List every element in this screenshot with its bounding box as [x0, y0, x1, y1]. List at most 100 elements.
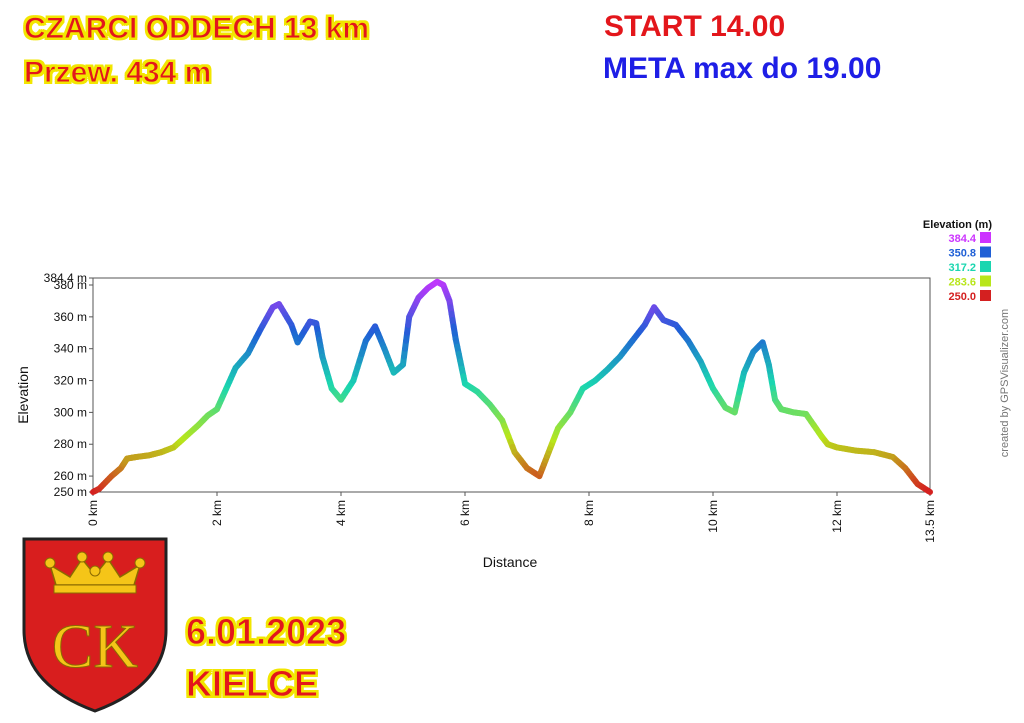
start-time: START 14.00	[604, 10, 786, 43]
profile-point	[401, 363, 405, 367]
profile-point	[804, 412, 808, 416]
profile-point	[488, 402, 492, 406]
profile-point	[463, 382, 467, 386]
profile-point	[196, 423, 200, 427]
profile-point	[761, 340, 765, 344]
y-axis-label: Elevation	[15, 366, 31, 424]
profile-point	[475, 390, 479, 394]
y-tick-label: 360 m	[54, 310, 87, 324]
profile-point	[454, 337, 458, 341]
profile-point	[277, 302, 281, 306]
profile-point	[159, 450, 163, 454]
profile-point	[296, 340, 300, 344]
x-tick-label: 13.5 km	[923, 500, 937, 543]
profile-point	[382, 347, 386, 351]
profile-point	[172, 445, 176, 449]
legend-swatch	[980, 275, 991, 287]
profile-point	[392, 371, 396, 375]
profile-point	[513, 450, 517, 454]
profile-point	[630, 339, 634, 343]
profile-point	[835, 445, 839, 449]
profile-point	[184, 434, 188, 438]
y-tick-label: 280 m	[54, 437, 87, 451]
profile-point	[661, 318, 665, 322]
legend-label: 384.4	[948, 233, 976, 245]
profile-point	[351, 379, 355, 383]
profile-point	[699, 359, 703, 363]
profile-point	[314, 321, 318, 325]
profile-point	[751, 350, 755, 354]
profile-point	[271, 305, 275, 309]
profile-point	[606, 367, 610, 371]
legend-label: 350.8	[948, 248, 976, 260]
profile-point	[723, 406, 727, 410]
profile-point	[854, 449, 858, 453]
x-tick-label: 12 km	[830, 500, 844, 533]
profile-point	[224, 387, 228, 391]
profile-point	[773, 398, 777, 402]
profile-point	[525, 466, 529, 470]
profile-point	[537, 474, 541, 478]
y-tick-label: 250 m	[54, 485, 87, 499]
plot-frame	[92, 277, 931, 493]
event-date: 6.01.2023	[185, 611, 347, 652]
chart-legend: Elevation (m) 384.4 350.8 317.2 283.6 250.0	[923, 219, 992, 303]
profile-point	[91, 490, 95, 494]
finish-deadline: META max do 19.00	[603, 52, 882, 85]
profile-point	[134, 455, 138, 459]
x-tick-label: 6 km	[458, 500, 472, 526]
x-tick-label: 8 km	[582, 500, 596, 526]
legend-label: 283.6	[948, 277, 976, 289]
profile-point	[330, 387, 334, 391]
profile-point	[547, 450, 551, 454]
chart-axes	[89, 277, 931, 496]
profile-point	[339, 398, 343, 402]
profile-point	[652, 305, 656, 309]
chart-tick-labels: 250 m 260 m 280 m 300 m 320 m 340 m 360 m 380 m…	[44, 271, 937, 543]
profile-point	[686, 339, 690, 343]
y-tick-label: 380 m	[54, 278, 87, 292]
profile-point	[246, 351, 250, 355]
kielce-coat-of-arms-icon: CK	[22, 537, 168, 713]
event-city: KIELCE	[185, 663, 319, 704]
profile-point	[792, 410, 796, 414]
x-tick-label: 4 km	[334, 500, 348, 526]
profile-point	[593, 379, 597, 383]
profile-point	[916, 482, 920, 486]
profile-point	[779, 407, 783, 411]
profile-point	[500, 418, 504, 422]
legend-swatch	[980, 290, 991, 301]
profile-point	[820, 434, 823, 438]
profile-point	[215, 407, 219, 411]
profile-point	[643, 323, 647, 327]
profile-point	[373, 324, 377, 328]
x-tick-label: 0 km	[86, 500, 100, 526]
profile-point	[289, 323, 293, 327]
legend-swatch	[980, 232, 991, 243]
profile-point	[364, 339, 368, 343]
y-tick-label: 260 m	[54, 469, 87, 483]
profile-point	[417, 296, 420, 300]
y-tick-label: 320 m	[54, 374, 87, 388]
event-title: CZARCI ODDECH 13 km	[23, 12, 370, 45]
profile-point	[119, 466, 123, 470]
profile-point	[320, 355, 324, 359]
profile-point	[206, 414, 210, 418]
profile-point	[97, 487, 101, 491]
profile-point	[435, 280, 439, 284]
profile-point	[618, 355, 622, 359]
profile-point	[711, 387, 715, 391]
svg-text:CK: CK	[52, 613, 138, 681]
legend-title: Elevation (m)	[923, 219, 992, 231]
profile-point	[872, 450, 876, 454]
profile-point	[407, 315, 411, 319]
x-axis-label: Distance	[483, 554, 538, 570]
profile-point	[308, 320, 312, 324]
profile-point	[568, 410, 572, 414]
profile-point	[903, 466, 907, 470]
y-tick-label: 340 m	[54, 342, 87, 356]
profile-point	[258, 328, 262, 332]
profile-point	[147, 453, 151, 457]
x-tick-label: 10 km	[706, 500, 720, 533]
